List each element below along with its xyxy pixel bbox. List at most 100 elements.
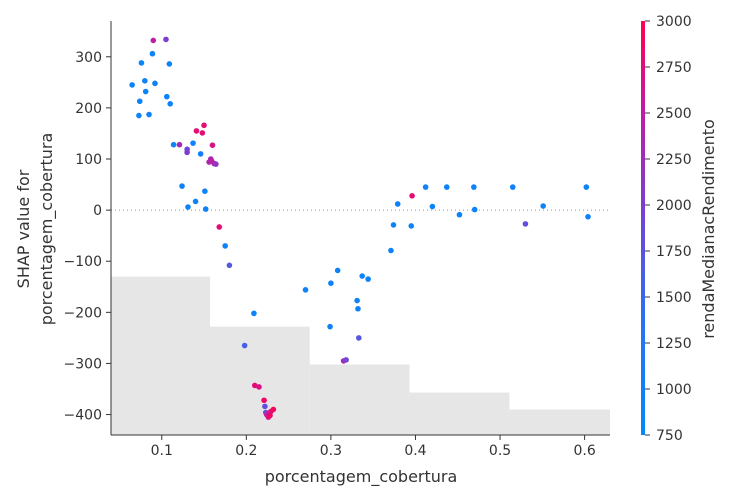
scatter-point [222, 243, 228, 249]
scatter-point [471, 184, 477, 190]
scatter-point [167, 101, 174, 107]
scatter-point [150, 37, 157, 44]
scatter-point [251, 382, 258, 389]
histogram-bar [111, 276, 210, 435]
y-axis-label-line-1: SHAP value for [14, 169, 33, 288]
scatter-point [327, 323, 333, 330]
scatter-point [138, 60, 145, 66]
scatter-point [164, 93, 170, 100]
x-tick-label: 0.3 [320, 443, 342, 459]
y-tick-label: 300 [75, 50, 102, 66]
scatter-point [443, 184, 450, 190]
histogram-bar [309, 364, 410, 435]
scatter-point [190, 140, 196, 146]
y-tick-label: −100 [64, 254, 102, 270]
scatter-point [199, 130, 206, 136]
colorbar-tick-label: 2000 [656, 198, 692, 214]
scatter-point [522, 221, 529, 227]
scatter-point [343, 357, 349, 363]
colorbar-tick-label: 750 [656, 428, 683, 444]
scatter-point [328, 280, 334, 287]
colorbar-tick-label: 1500 [656, 290, 692, 306]
scatter-point [192, 198, 199, 205]
scatter-point [226, 262, 233, 269]
scatter-point [142, 88, 149, 95]
scatter-point [540, 203, 546, 209]
scatter-points [129, 36, 591, 420]
scatter-point [302, 287, 309, 293]
scatter-point [201, 122, 207, 129]
colorbar [641, 21, 645, 435]
x-tick-label: 0.6 [573, 443, 595, 459]
scatter-point [261, 397, 267, 404]
histogram-background [111, 276, 610, 435]
scatter-point [149, 50, 156, 57]
scatter-point [184, 149, 190, 156]
y-tick-label: −300 [64, 356, 102, 372]
x-axis-ticks: 0.1 0.2 0.3 0.4 0.5 0.6 [151, 435, 596, 459]
scatter-point [408, 223, 415, 229]
colorbar-tick-label: 2750 [656, 60, 692, 76]
scatter-point [585, 213, 591, 220]
scatter-point [394, 201, 401, 207]
scatter-point [142, 78, 148, 84]
scatter-point [583, 184, 590, 190]
scatter-point [136, 112, 142, 119]
scatter-point [456, 211, 463, 218]
scatter-point [390, 222, 397, 228]
scatter-point [136, 98, 143, 105]
scatter-point [170, 141, 177, 148]
colorbar-ticks: 3000 2750 2500 2250 2000 1750 1500 1250 1000 750 [645, 14, 692, 444]
scatter-point [163, 36, 169, 43]
scatter-point [251, 310, 257, 317]
x-tick-label: 0.5 [489, 443, 511, 459]
x-tick-label: 0.4 [404, 443, 426, 459]
scatter-point [354, 297, 360, 304]
y-axis-ticks: 300 200 100 0 −100 −200 −300 −400 [64, 50, 111, 424]
scatter-point [213, 161, 219, 167]
colorbar-tick-label: 1250 [656, 336, 692, 352]
y-tick-label: 200 [75, 101, 102, 117]
scatter-point [193, 128, 200, 134]
scatter-point [334, 267, 341, 274]
colorbar-tick-label: 3000 [656, 14, 692, 30]
scatter-point [409, 193, 415, 199]
colorbar-tick-label: 2250 [656, 152, 692, 168]
scatter-point [262, 403, 268, 410]
scatter-point [365, 276, 371, 282]
scatter-point [241, 342, 248, 349]
y-tick-label: 0 [93, 203, 102, 219]
y-tick-label: 100 [75, 152, 102, 168]
scatter-point [509, 184, 516, 190]
scatter-point [270, 406, 277, 413]
scatter-point [471, 206, 478, 213]
scatter-point [129, 82, 135, 88]
colorbar-tick-label: 1750 [656, 244, 692, 260]
scatter-point [359, 273, 365, 279]
histogram-bar [209, 326, 310, 435]
x-axis-label: porcentagem_cobertura [265, 467, 458, 487]
histogram-bar [509, 409, 610, 435]
scatter-point [202, 188, 208, 194]
y-tick-label: −400 [64, 408, 102, 424]
histogram-bar [409, 392, 510, 435]
scatter-point [429, 203, 436, 210]
colorbar-label: rendaMedianacRendimento [699, 119, 718, 339]
colorbar-tick-label: 1000 [656, 382, 692, 398]
scatter-point [209, 142, 216, 148]
scatter-point [256, 384, 262, 390]
y-axis-label-line-2: porcentagem_cobertura [37, 133, 57, 326]
scatter-point [166, 61, 173, 67]
scatter-point [355, 305, 361, 312]
scatter-point [179, 183, 185, 189]
scatter-point [202, 206, 209, 212]
scatter-point [146, 111, 152, 118]
colorbar-tick-label: 2500 [656, 106, 692, 122]
scatter-point [388, 247, 394, 254]
scatter-point [422, 184, 429, 190]
scatter-point [152, 80, 158, 87]
scatter-point [216, 224, 223, 230]
scatter-point [185, 204, 191, 210]
y-tick-label: −200 [64, 305, 102, 321]
